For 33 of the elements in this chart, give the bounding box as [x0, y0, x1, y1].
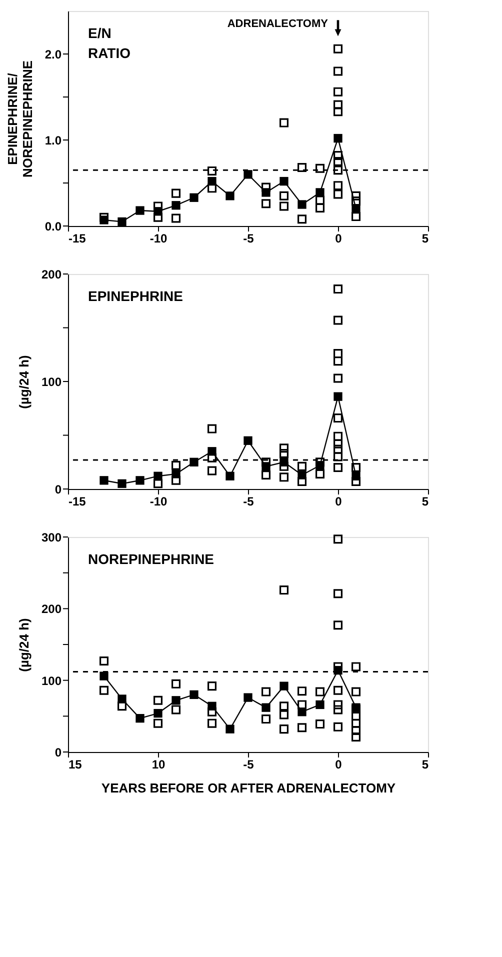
x-tick-label: 0: [335, 232, 342, 246]
y-tick-label: 1.0: [44, 134, 62, 148]
x-tick-label: -5: [243, 758, 254, 772]
y-tick-label: 0: [54, 746, 62, 760]
x-tick-label: 0: [335, 758, 342, 772]
y-tick-label: 100: [41, 674, 62, 688]
y-tick-label: 200: [41, 268, 62, 282]
x-tick-label: -15: [68, 494, 86, 508]
y-axis-title: (µg/24 h): [16, 355, 32, 409]
x-tick-label: 10: [152, 758, 166, 772]
annotation: EPINEPHRINE: [88, 288, 183, 304]
x-tick-label: -5: [243, 494, 254, 508]
x-tick-label: 15: [68, 758, 82, 772]
y-tick-label: 200: [41, 602, 62, 616]
x-axis-title: YEARS BEFORE OR AFTER ADRENALECTOMY: [101, 780, 396, 796]
x-tick-label: 5: [422, 232, 429, 246]
y-axis-title: (µg/24 h): [16, 618, 32, 672]
annotation: ADRENALECTOMY: [227, 18, 329, 30]
annotation: E/N RATIO: [88, 25, 131, 61]
y-tick-label: 300: [41, 530, 62, 544]
y-tick-label: 100: [41, 375, 62, 389]
x-tick-label: -5: [243, 232, 254, 246]
y-tick-label: 0: [54, 482, 62, 496]
x-tick-label: -15: [68, 232, 86, 246]
x-tick-label: -10: [150, 494, 168, 508]
x-tick-label: -10: [150, 232, 168, 246]
x-tick-label: 5: [422, 758, 429, 772]
y-tick-label: 2.0: [44, 48, 62, 62]
annotation: NOREPINEPHRINE: [88, 551, 214, 567]
x-tick-label: 0: [335, 494, 342, 508]
y-tick-label: 0.0: [44, 220, 62, 234]
y-axis-title: EPINEPHRINE/ NOREPINEPHRINE: [4, 60, 35, 178]
x-tick-label: 5: [422, 494, 429, 508]
